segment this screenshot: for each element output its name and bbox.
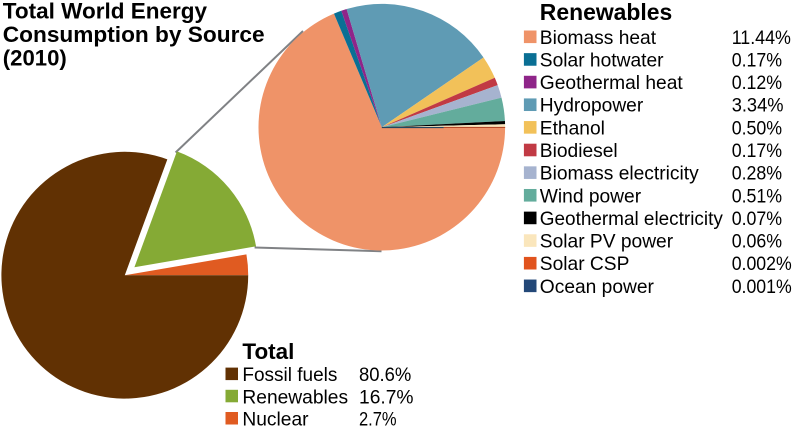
- svg-text:Fossil fuels: Fossil fuels: [242, 365, 337, 386]
- svg-text:Geothermal heat: Geothermal heat: [540, 73, 684, 94]
- svg-text:Solar hotwater: Solar hotwater: [540, 50, 664, 71]
- svg-text:Biodiesel: Biodiesel: [540, 141, 618, 162]
- svg-text:80.6%: 80.6%: [359, 365, 411, 386]
- svg-text:16.7%: 16.7%: [359, 387, 414, 408]
- svg-text:0.06%: 0.06%: [732, 232, 782, 253]
- svg-text:Hydropower: Hydropower: [540, 96, 644, 117]
- svg-text:11.44%: 11.44%: [732, 28, 791, 49]
- svg-text:Biomass electricity: Biomass electricity: [540, 164, 699, 185]
- svg-text:Renewables: Renewables: [242, 387, 348, 408]
- svg-text:0.002%: 0.002%: [732, 254, 792, 275]
- svg-text:Consumption by Source: Consumption by Source: [3, 22, 265, 47]
- svg-text:0.17%: 0.17%: [732, 50, 782, 71]
- svg-text:0.001%: 0.001%: [732, 277, 792, 298]
- svg-text:Total World Energy: Total World Energy: [3, 0, 208, 24]
- svg-text:0.51%: 0.51%: [732, 186, 782, 207]
- svg-text:3.34%: 3.34%: [732, 96, 784, 117]
- svg-text:Biomass heat: Biomass heat: [540, 28, 657, 49]
- svg-text:0.17%: 0.17%: [732, 141, 782, 162]
- svg-text:2.7%: 2.7%: [359, 410, 397, 431]
- svg-text:(2010): (2010): [3, 46, 67, 71]
- svg-text:Ethanol: Ethanol: [540, 118, 605, 139]
- svg-text:Geothermal electricity: Geothermal electricity: [540, 209, 723, 230]
- svg-text:0.12%: 0.12%: [732, 73, 782, 94]
- svg-text:Solar CSP: Solar CSP: [540, 254, 630, 275]
- svg-text:Total: Total: [242, 339, 294, 364]
- svg-text:Ocean power: Ocean power: [540, 277, 655, 298]
- svg-text:Solar PV power: Solar PV power: [540, 232, 674, 253]
- svg-text:Nuclear: Nuclear: [242, 410, 309, 431]
- svg-text:0.07%: 0.07%: [732, 209, 782, 230]
- svg-text:Renewables: Renewables: [540, 0, 673, 25]
- svg-text:0.50%: 0.50%: [732, 118, 782, 139]
- svg-text:Wind power: Wind power: [540, 186, 642, 207]
- svg-text:0.28%: 0.28%: [732, 164, 782, 185]
